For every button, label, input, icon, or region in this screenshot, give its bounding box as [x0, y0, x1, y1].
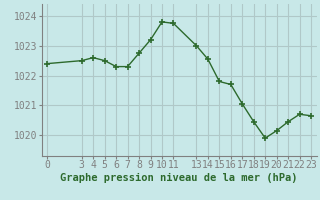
X-axis label: Graphe pression niveau de la mer (hPa): Graphe pression niveau de la mer (hPa): [60, 173, 298, 183]
